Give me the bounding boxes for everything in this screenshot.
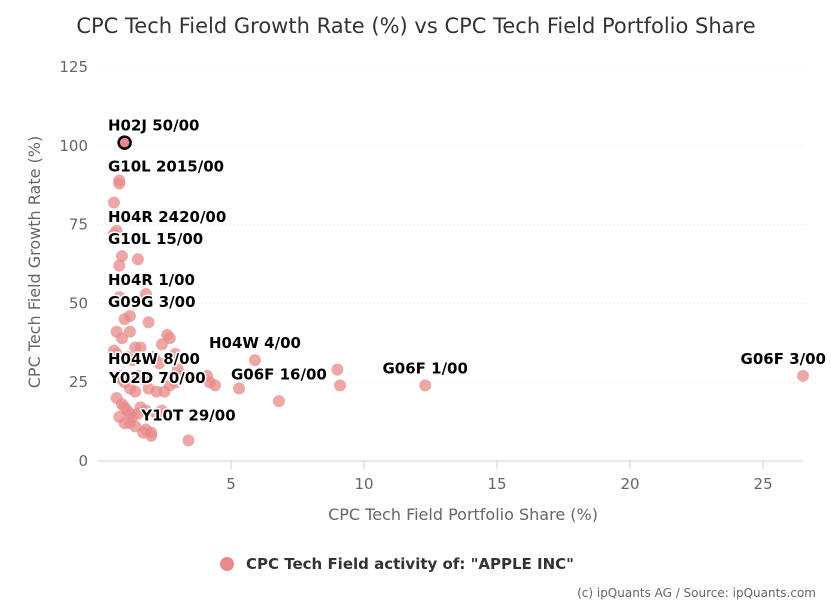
data-point[interactable]	[155, 404, 168, 417]
data-point[interactable]	[334, 379, 347, 392]
data-labels: H02J 50/00 G10L 2015/00 H04R 2420/00 G10L 1…	[107, 115, 828, 426]
data-point[interactable]	[113, 259, 126, 272]
legend[interactable]: CPC Tech Field activity of: "APPLE INC"	[220, 555, 574, 573]
data-label: H04W 8/00	[108, 350, 200, 368]
grid	[98, 66, 803, 383]
data-point[interactable]	[331, 363, 344, 376]
data-label: H02J 50/00	[108, 117, 199, 135]
data-point[interactable]	[145, 429, 158, 442]
data-point[interactable]	[113, 177, 126, 190]
x-tick-label: 25	[754, 475, 773, 493]
data-label: G06F 1/00	[382, 359, 467, 377]
data-label: H04R 1/00	[108, 271, 195, 289]
credit-link[interactable]: (c) ipQuants AG / Source: ipQuants.com	[577, 586, 816, 600]
y-tick-label: 25	[69, 373, 88, 391]
data-point[interactable]	[139, 294, 152, 307]
data-point[interactable]	[123, 310, 136, 323]
data-point[interactable]	[153, 357, 166, 370]
data-label: Y10T 29/00	[140, 407, 235, 425]
data-point[interactable]	[129, 385, 142, 398]
data-point[interactable]	[419, 379, 432, 392]
data-point[interactable]	[163, 379, 176, 392]
x-axis-title: CPC Tech Field Portfolio Share (%)	[328, 505, 598, 524]
legend-marker[interactable]	[220, 557, 234, 571]
data-point[interactable]	[123, 325, 136, 338]
data-label: H04W 4/00	[209, 334, 301, 352]
data-point[interactable]	[134, 341, 147, 354]
data-points[interactable]	[107, 135, 809, 447]
data-point[interactable]	[163, 332, 176, 345]
data-point[interactable]	[115, 250, 128, 263]
y-tick-label: 100	[59, 137, 88, 155]
data-label: G06F 3/00	[741, 350, 826, 368]
y-tick-label: 125	[59, 58, 88, 76]
y-tick-label: 75	[69, 216, 88, 234]
highlighted-data-point[interactable]	[117, 135, 132, 150]
data-point[interactable]	[107, 196, 120, 209]
data-point[interactable]	[126, 354, 139, 367]
data-point[interactable]	[209, 379, 222, 392]
data-point[interactable]	[137, 373, 150, 386]
data-point[interactable]	[797, 369, 809, 382]
chart-title: CPC Tech Field Growth Rate (%) vs CPC Te…	[76, 14, 755, 38]
y-tick-label: 50	[69, 294, 88, 312]
data-point[interactable]	[110, 347, 123, 360]
axes: 0 25 50 75 100 125 5 10 15 20 25	[59, 58, 803, 493]
data-label: G06F 16/00	[231, 366, 327, 384]
x-tick-label: 5	[226, 475, 236, 493]
data-label: G10L 15/00	[108, 230, 203, 248]
y-axis-title: CPC Tech Field Growth Rate (%)	[25, 136, 44, 388]
data-label: Y02D 70/00	[108, 369, 206, 387]
data-point[interactable]	[110, 224, 123, 237]
data-point[interactable]	[233, 382, 245, 395]
data-label: H04R 2420/00	[108, 208, 226, 226]
x-tick-label: 15	[488, 475, 507, 493]
x-tick-label: 20	[621, 475, 640, 493]
data-point[interactable]	[174, 369, 187, 382]
data-label: G09G 3/00	[108, 293, 196, 311]
data-point[interactable]	[131, 253, 144, 266]
data-point[interactable]	[182, 434, 195, 447]
data-point[interactable]	[248, 354, 261, 367]
x-tick-label: 10	[354, 475, 373, 493]
data-point[interactable]	[169, 347, 182, 360]
y-tick-label: 0	[78, 452, 88, 470]
data-label: G10L 2015/00	[108, 158, 224, 176]
data-point[interactable]	[142, 316, 155, 329]
data-point[interactable]	[113, 291, 126, 304]
data-point[interactable]	[272, 395, 285, 408]
legend-label[interactable]: CPC Tech Field activity of: "APPLE INC"	[246, 555, 574, 573]
data-point[interactable]	[139, 404, 152, 417]
